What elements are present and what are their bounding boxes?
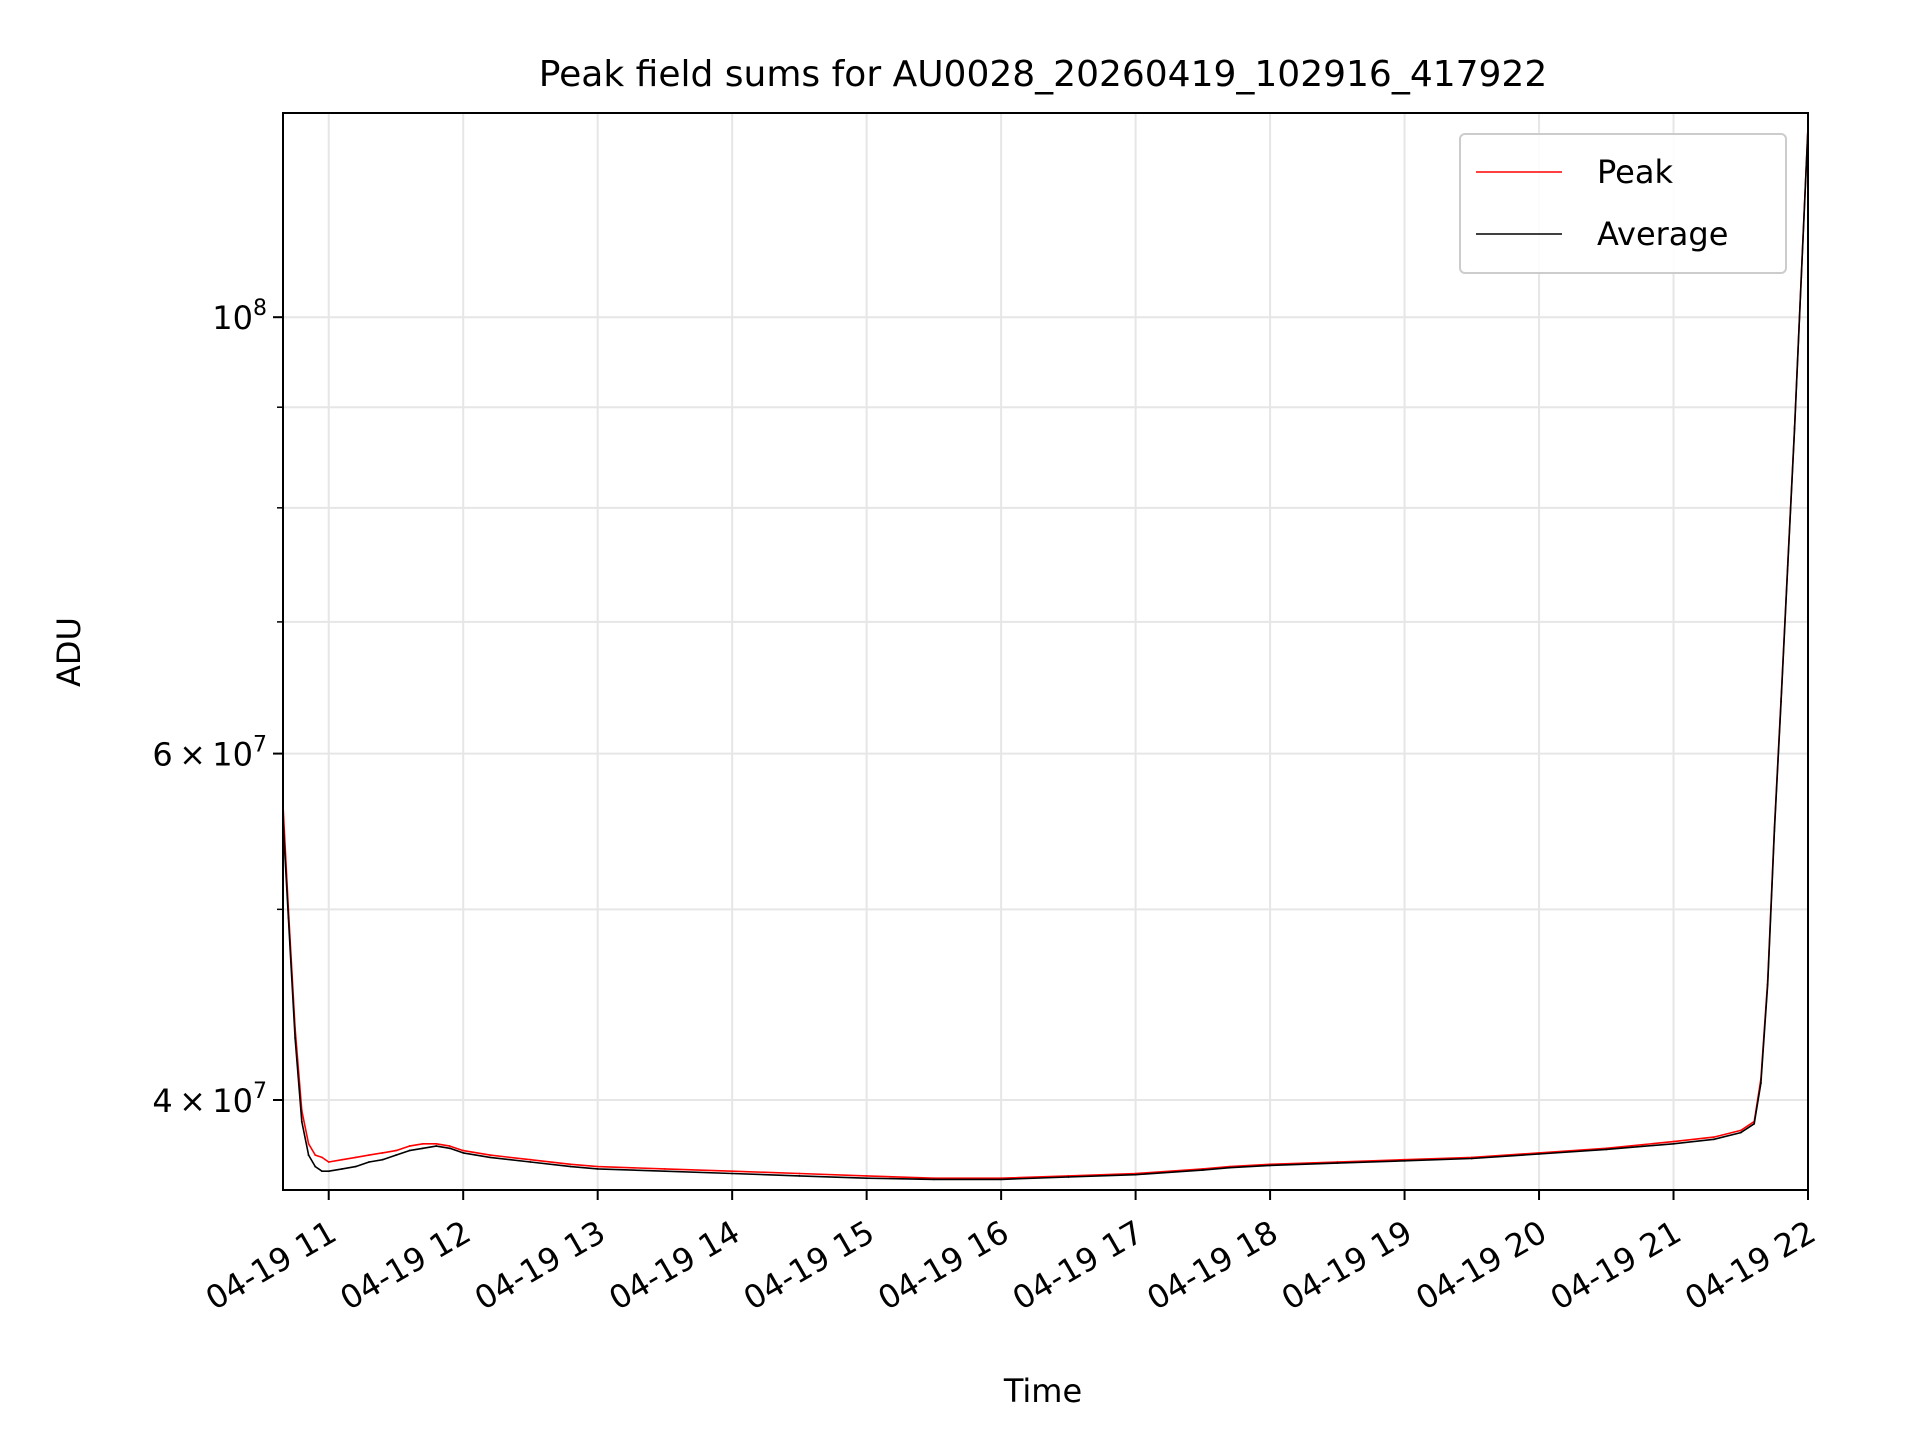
data-point-peak [489, 1154, 491, 1157]
data-point-average [448, 1147, 451, 1150]
data-point-average [1766, 983, 1769, 986]
y-tick-exponent: 8 [253, 296, 267, 321]
data-point-peak [865, 1174, 868, 1177]
data-point-average [314, 1165, 317, 1168]
data-point-average [1753, 1122, 1756, 1125]
series-line-average [283, 127, 1808, 1181]
data-point-average [932, 1178, 935, 1181]
data-point-average [569, 1165, 572, 1168]
chart-title: Peak field sums for AU0028_20260419_1029… [539, 54, 1548, 95]
data-point-average [307, 1154, 310, 1157]
data-point-peak [341, 1158, 344, 1161]
data-point-average [798, 1174, 801, 1177]
data-point-peak [1672, 1140, 1675, 1143]
data-point-peak [1739, 1129, 1742, 1132]
y-tick-label: 6 × 107 [152, 733, 267, 774]
y-tick-mantissa: 4 [152, 1082, 172, 1120]
data-point-peak [731, 1170, 734, 1173]
y-tick-exponent: 7 [253, 1079, 267, 1104]
data-point-average [664, 1170, 666, 1173]
data-point-average [381, 1158, 384, 1161]
data-point-average [1780, 700, 1783, 703]
data-point-average [1201, 1169, 1204, 1171]
data-point-peak [596, 1165, 599, 1168]
data-point-peak [307, 1142, 310, 1145]
data-point-average [1800, 276, 1803, 279]
data-point-peak [448, 1145, 451, 1147]
data-point-average [1605, 1148, 1608, 1151]
data-point-peak [569, 1163, 572, 1166]
data-point-average [408, 1149, 411, 1152]
data-point-average [1470, 1157, 1473, 1160]
data-point-peak [381, 1151, 384, 1154]
data-point-peak [368, 1154, 370, 1157]
data-point-average [1672, 1142, 1675, 1145]
data-point-peak [327, 1161, 330, 1163]
data-point-average [731, 1172, 734, 1175]
data-point-peak [1712, 1136, 1715, 1138]
data-point-average [1786, 564, 1789, 567]
data-point-average [1403, 1159, 1406, 1162]
data-point-average [1228, 1166, 1231, 1169]
data-point-peak [421, 1142, 424, 1145]
data-point-average [1134, 1173, 1137, 1176]
data-point-peak [664, 1168, 666, 1170]
data-point-peak [408, 1145, 411, 1147]
series-line-peak [283, 126, 1808, 1179]
data-point-average [327, 1170, 330, 1173]
data-point-peak [435, 1142, 438, 1145]
data-point-average [1000, 1178, 1003, 1181]
data-point-peak [395, 1149, 397, 1152]
data-point-average [321, 1170, 323, 1173]
y-tick-mantissa: 6 [152, 736, 172, 774]
data-point-average [865, 1177, 868, 1180]
data-point-average [529, 1161, 532, 1163]
legend-box [1459, 133, 1787, 274]
data-point-average [1067, 1176, 1070, 1178]
data-point-average [354, 1165, 357, 1168]
y-axis-ticks: 4 × 107 6 × 107 108 [152, 296, 283, 1120]
data-point-peak [529, 1158, 532, 1161]
y-tick-label: 108 [212, 296, 267, 337]
plot-frame [282, 112, 1809, 1191]
data-point-average [1712, 1138, 1715, 1141]
data-point-average [1538, 1153, 1540, 1155]
y-axis-label: ADU [50, 617, 88, 687]
data-point-average [287, 917, 290, 919]
data-point-peak [462, 1149, 465, 1152]
data-point-average [294, 1037, 297, 1040]
data-point-peak [321, 1156, 323, 1159]
grid-lines [283, 113, 1809, 1190]
plot-series [283, 125, 1808, 1181]
data-point-peak [798, 1172, 801, 1175]
data-point-average [1269, 1164, 1271, 1167]
data-point-average [435, 1145, 438, 1147]
data-point-average [596, 1168, 599, 1170]
data-point-average [341, 1168, 344, 1170]
y-tick-label: 4 × 107 [152, 1079, 267, 1120]
data-point-average [421, 1147, 424, 1150]
x-axis-label: Time [1003, 1372, 1082, 1410]
data-point-average [300, 1120, 303, 1123]
data-point-average [368, 1161, 370, 1163]
legend: Peak Average [1459, 133, 1787, 274]
data-point-average [1760, 1082, 1762, 1084]
data-point-average [395, 1154, 397, 1157]
data-point-average [462, 1151, 465, 1154]
legend-average-label: Average [1597, 215, 1728, 253]
data-point-average [1739, 1131, 1742, 1134]
y-tick-exponent: 7 [253, 733, 267, 758]
data-point-peak [314, 1154, 317, 1157]
data-point-average [1773, 830, 1776, 832]
data-point-average [1336, 1162, 1339, 1165]
data-point-average [1793, 427, 1796, 430]
data-point-average [489, 1156, 491, 1159]
legend-peak-label: Peak [1597, 153, 1673, 191]
data-point-peak [354, 1156, 357, 1159]
